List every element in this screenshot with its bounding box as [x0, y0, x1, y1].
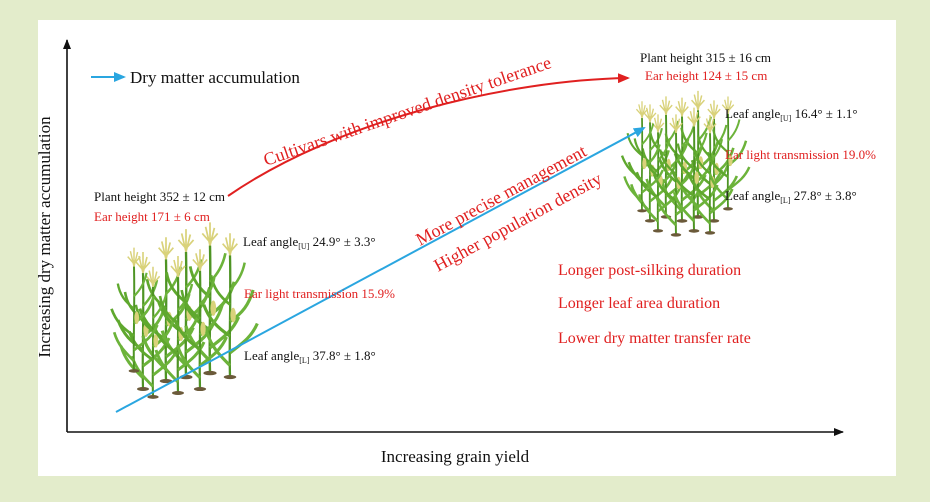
left-leaf-angle-lower: Leaf angle[L] 37.8° ± 1.8° — [244, 348, 376, 365]
legend-label: Dry matter accumulation — [130, 68, 300, 87]
left-corn-plants — [110, 220, 259, 401]
outcome-item: Lower dry matter transfer rate — [558, 330, 751, 347]
right-plant-height: Plant height 315 ± 16 cm — [640, 50, 771, 65]
outcome-item: Longer leaf area duration — [558, 295, 720, 312]
density-tolerance-arrow — [227, 73, 630, 197]
diagram-canvas: Increasing dry matter accumulation Incre… — [38, 39, 876, 466]
outcome-item: Longer post-silking duration — [558, 262, 741, 279]
left-ear-height: Ear height 171 ± 6 cm — [94, 209, 210, 224]
right-leaf-angle-upper: Leaf angle[U] 16.4° ± 1.1° — [725, 106, 858, 123]
right-ear-height: Ear height 124 ± 15 cm — [645, 68, 767, 83]
curved-arrow-label: Cultivars with improved density toleranc… — [261, 52, 554, 170]
left-plant-height: Plant height 352 ± 12 cm — [94, 189, 225, 204]
right-ear-light-transmission: Ear light transmission 19.0% — [725, 147, 876, 162]
left-ear-light-transmission: Ear light transmission 15.9% — [244, 286, 395, 301]
right-leaf-angle-lower: Leaf angle[L] 27.8° ± 3.8° — [725, 188, 857, 205]
dry-matter-arrow — [115, 127, 646, 413]
y-axis-label: Increasing dry matter accumulation — [38, 116, 54, 358]
x-axis-label: Increasing grain yield — [381, 447, 530, 466]
left-leaf-angle-upper: Leaf angle[U] 24.9° ± 3.3° — [243, 234, 376, 251]
diagram-panel: Increasing dry matter accumulation Incre… — [38, 20, 896, 476]
